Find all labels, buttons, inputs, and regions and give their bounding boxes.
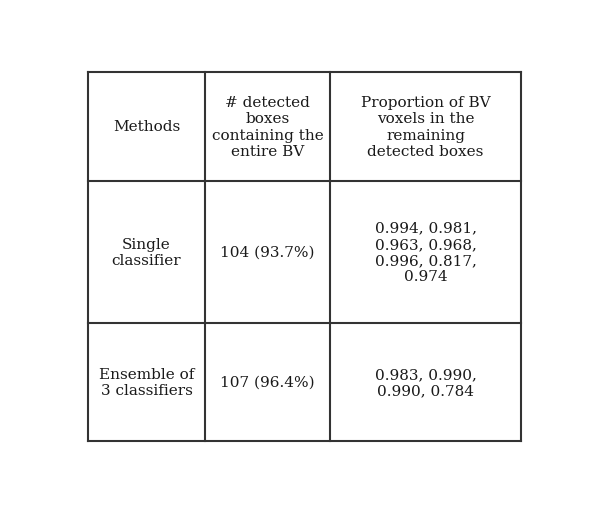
Text: 107 (96.4%): 107 (96.4%) xyxy=(220,375,315,389)
Text: 0.994, 0.981,
0.963, 0.968,
0.996, 0.817,
0.974: 0.994, 0.981, 0.963, 0.968, 0.996, 0.817… xyxy=(375,221,476,284)
Text: Single
classifier: Single classifier xyxy=(112,237,181,268)
Text: 0.983, 0.990,
0.990, 0.784: 0.983, 0.990, 0.990, 0.784 xyxy=(375,367,476,398)
Text: Proportion of BV
voxels in the
remaining
detected boxes: Proportion of BV voxels in the remaining… xyxy=(361,96,491,158)
Text: Ensemble of
3 classifiers: Ensemble of 3 classifiers xyxy=(99,367,194,398)
Text: # detected
boxes
containing the
entire BV: # detected boxes containing the entire B… xyxy=(212,96,324,158)
Text: Methods: Methods xyxy=(113,120,180,134)
Text: 104 (93.7%): 104 (93.7%) xyxy=(220,245,315,260)
